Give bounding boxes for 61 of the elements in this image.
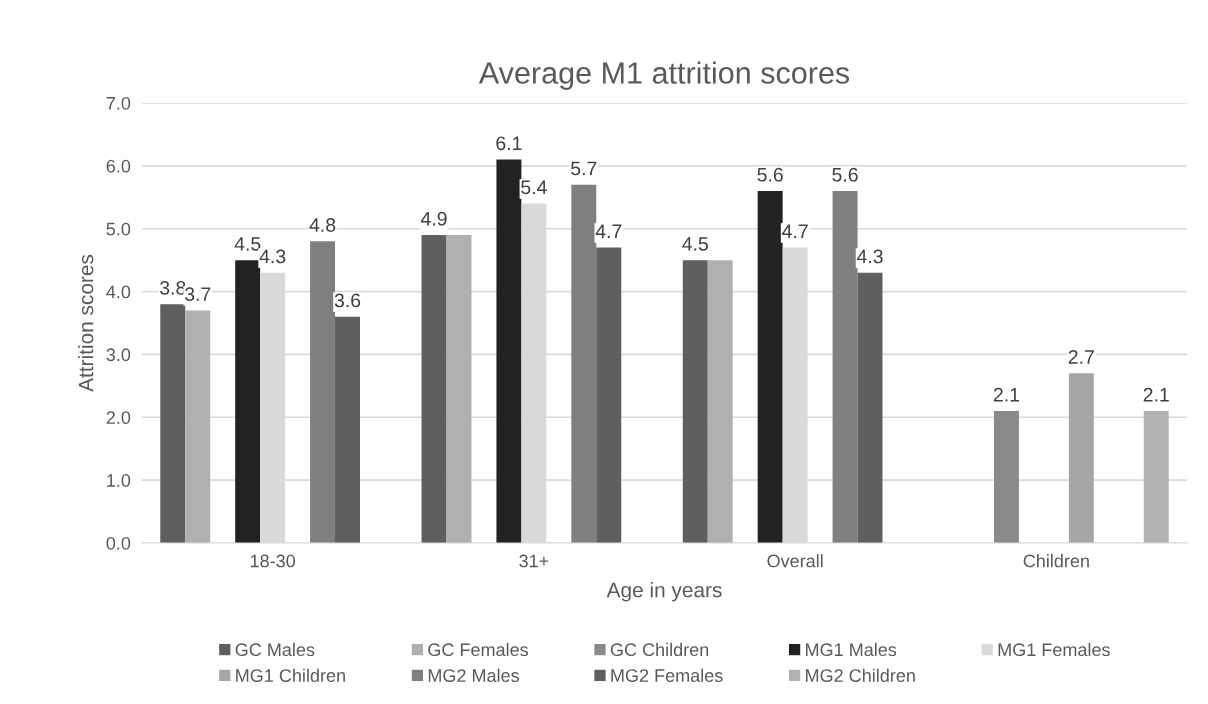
bar	[571, 184, 597, 543]
legend-label: MG1 Females	[998, 642, 1110, 657]
bar	[335, 316, 360, 543]
legend-label: MG2 Children	[806, 668, 915, 682]
x-tick-label: Overall	[767, 554, 823, 568]
data-label: 3.8	[160, 280, 186, 295]
data-label: 6.1	[496, 136, 522, 151]
bar	[421, 235, 447, 543]
data-label: 3.7	[184, 287, 211, 302]
bar	[857, 272, 883, 543]
data-label: 5.4	[521, 180, 547, 195]
y-tick-label: 3.0	[106, 348, 131, 362]
data-label: 4.5	[234, 237, 261, 251]
y-tick-label: 5.0	[106, 222, 131, 236]
data-label: 2.1	[1143, 387, 1169, 402]
y-tick-label: 4.0	[106, 285, 131, 299]
data-label: 4.3	[259, 249, 286, 264]
data-label: 5.6	[832, 167, 858, 182]
data-label: 5.7	[571, 161, 597, 176]
y-tick-label: 2.0	[106, 411, 131, 425]
data-label: 4.9	[420, 211, 447, 226]
data-label: 4.7	[595, 224, 622, 238]
legend-label: MG1 Males	[806, 642, 897, 657]
legend-label: MG1 Children	[236, 668, 345, 682]
x-tick-label: 18-30	[250, 554, 296, 568]
bar	[596, 247, 622, 543]
bar	[757, 191, 783, 543]
y-tick-label: 6.0	[106, 159, 131, 173]
bar	[310, 241, 336, 543]
x-tick-label: 31+	[519, 554, 549, 568]
legend-label: GC Males	[235, 642, 315, 657]
data-label: 4.5	[682, 237, 708, 251]
bar	[160, 304, 186, 543]
data-label: 5.6	[757, 167, 783, 182]
bar	[185, 310, 211, 543]
bar	[235, 260, 261, 543]
bar	[707, 260, 733, 543]
y-tick-label: 1.0	[107, 474, 131, 487]
data-label: 3.6	[334, 293, 361, 308]
legend-label: MG2 Females	[611, 668, 723, 682]
chart-title: Average M1 attrition scores	[478, 61, 850, 90]
bar	[682, 260, 708, 543]
data-label: 4.3	[856, 249, 883, 264]
y-axis-title: Attrition scores	[78, 254, 94, 392]
data-label: 2.7	[1068, 350, 1094, 364]
bar	[1068, 373, 1094, 543]
data-label: 4.7	[782, 224, 808, 238]
x-axis-title: Age in years	[606, 582, 722, 602]
y-tick-label: 0.0	[106, 536, 131, 550]
y-tick-label: 7.0	[106, 96, 131, 110]
bar	[1143, 411, 1169, 543]
legend-label: GC Females	[428, 642, 529, 657]
bar	[496, 159, 522, 543]
data-label: 4.8	[309, 218, 336, 232]
bar	[832, 191, 858, 543]
legend-label: GC Children	[610, 642, 709, 657]
bar	[446, 235, 472, 543]
data-label: 2.1	[993, 387, 1020, 402]
legend-label: MG2 Males	[428, 668, 519, 682]
x-tick-label: Children	[1023, 554, 1089, 568]
bar	[993, 411, 1019, 543]
